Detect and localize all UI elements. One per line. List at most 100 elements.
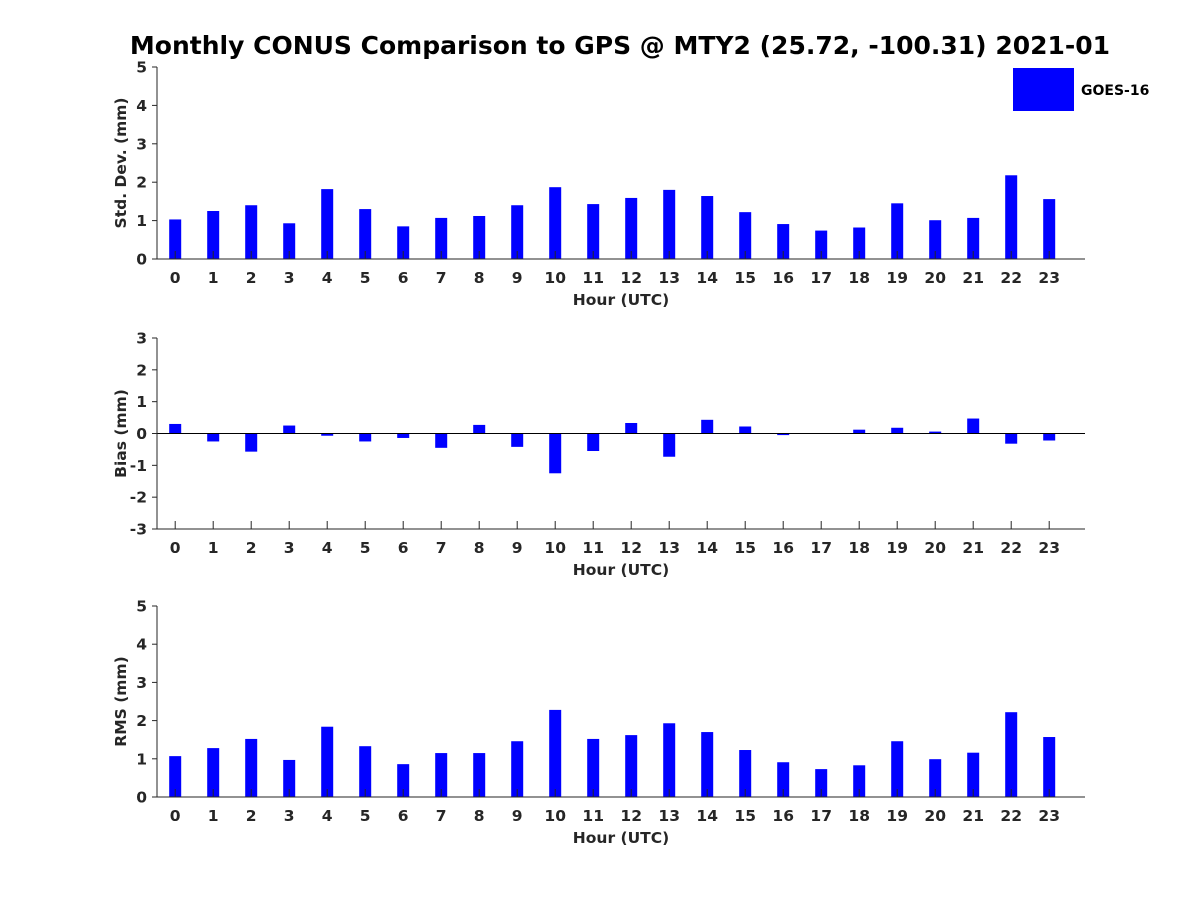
bar-hour-17 <box>815 230 828 259</box>
bar-hour-10 <box>549 187 562 259</box>
bar-hour-15 <box>739 750 752 797</box>
y-axis-label: Bias (mm) <box>112 389 130 478</box>
bar-hour-23 <box>1043 737 1056 797</box>
bar-hour-21 <box>967 752 980 797</box>
bar-hour-20 <box>929 220 942 259</box>
bar-hour-3 <box>283 759 296 797</box>
y-tick-label: 5 <box>136 598 147 616</box>
x-tick-label: 11 <box>582 269 604 287</box>
x-tick-label: 5 <box>360 539 371 557</box>
bar-hour-9 <box>511 741 524 797</box>
bar-hour-3 <box>283 425 296 434</box>
x-tick-label: 0 <box>170 807 181 825</box>
bar-hour-15 <box>739 426 752 434</box>
y-tick-label: 3 <box>136 330 147 348</box>
x-tick-label: 19 <box>886 539 908 557</box>
bar-hour-1 <box>207 433 220 442</box>
y-tick-label: -3 <box>130 521 147 539</box>
y-tick-label: 3 <box>136 135 147 153</box>
y-tick-label: 2 <box>136 361 147 379</box>
x-tick-label: 6 <box>398 269 409 287</box>
x-tick-label: 3 <box>284 807 295 825</box>
x-tick-label: 3 <box>284 269 295 287</box>
bar-hour-6 <box>397 764 410 797</box>
x-tick-label: 18 <box>848 269 870 287</box>
x-tick-label: 3 <box>284 539 295 557</box>
x-tick-label: 7 <box>436 807 447 825</box>
bar-hour-18 <box>853 765 866 797</box>
y-tick-label: 0 <box>136 251 147 269</box>
x-tick-label: 14 <box>696 539 718 557</box>
x-tick-label: 11 <box>582 539 604 557</box>
x-tick-label: 8 <box>474 269 485 287</box>
bar-hour-10 <box>549 709 562 797</box>
bar-hour-22 <box>1005 712 1018 797</box>
x-tick-label: 10 <box>544 269 566 287</box>
x-tick-label: 22 <box>1000 539 1022 557</box>
bar-hour-15 <box>739 212 752 259</box>
x-tick-label: 5 <box>360 807 371 825</box>
bar-hour-2 <box>245 205 258 259</box>
bar-hour-23 <box>1043 433 1056 441</box>
x-tick-label: 15 <box>734 807 756 825</box>
bar-hour-14 <box>701 196 714 259</box>
bar-hour-18 <box>853 429 866 434</box>
x-tick-label: 20 <box>924 807 946 825</box>
bar-hour-2 <box>245 433 258 452</box>
x-axis-label: Hour (UTC) <box>573 291 669 309</box>
x-tick-label: 17 <box>810 807 832 825</box>
x-tick-label: 13 <box>658 539 680 557</box>
bar-hour-3 <box>283 223 296 259</box>
x-tick-label: 10 <box>544 807 566 825</box>
legend: GOES-16 <box>1013 68 1149 111</box>
bar-hour-18 <box>853 227 866 259</box>
x-tick-label: 9 <box>512 807 523 825</box>
x-tick-label: 13 <box>658 269 680 287</box>
x-axis-label: Hour (UTC) <box>573 561 669 579</box>
x-tick-label: 21 <box>962 539 984 557</box>
bar-hour-9 <box>511 205 524 259</box>
bar-hour-14 <box>701 732 714 797</box>
bar-hour-11 <box>587 433 600 452</box>
y-tick-label: 4 <box>136 97 147 115</box>
x-tick-label: 17 <box>810 269 832 287</box>
x-tick-label: 16 <box>772 269 794 287</box>
bar-hour-12 <box>625 197 638 259</box>
y-axis-label: Std. Dev. (mm) <box>112 98 130 229</box>
bar-hour-22 <box>1005 433 1018 444</box>
bar-hour-12 <box>625 735 638 797</box>
x-tick-label: 12 <box>620 807 642 825</box>
bar-hour-13 <box>663 433 676 457</box>
x-tick-label: 1 <box>208 539 219 557</box>
x-tick-label: 0 <box>170 269 181 287</box>
x-axis-label: Hour (UTC) <box>573 829 669 847</box>
bar-hour-23 <box>1043 199 1056 259</box>
y-axis-label: RMS (mm) <box>112 656 130 746</box>
x-tick-label: 2 <box>246 807 257 825</box>
bar-hour-10 <box>549 433 562 474</box>
bar-hour-20 <box>929 759 942 797</box>
bar-hour-1 <box>207 748 220 797</box>
x-tick-label: 4 <box>322 269 333 287</box>
bar-hour-11 <box>587 204 600 259</box>
bar-hour-0 <box>169 423 182 434</box>
x-tick-label: 20 <box>924 269 946 287</box>
x-tick-label: 4 <box>322 807 333 825</box>
x-tick-label: 14 <box>696 269 718 287</box>
bar-hour-17 <box>815 769 828 797</box>
x-tick-label: 18 <box>848 539 870 557</box>
x-tick-label: 11 <box>582 807 604 825</box>
y-tick-label: 2 <box>136 712 147 730</box>
x-tick-label: 15 <box>734 269 756 287</box>
y-tick-label: 4 <box>136 636 147 654</box>
x-tick-label: 12 <box>620 539 642 557</box>
legend-label: GOES-16 <box>1081 83 1149 99</box>
x-tick-label: 18 <box>848 807 870 825</box>
x-tick-label: 1 <box>208 807 219 825</box>
bar-hour-4 <box>321 726 334 797</box>
x-tick-label: 23 <box>1038 539 1060 557</box>
x-tick-label: 13 <box>658 807 680 825</box>
